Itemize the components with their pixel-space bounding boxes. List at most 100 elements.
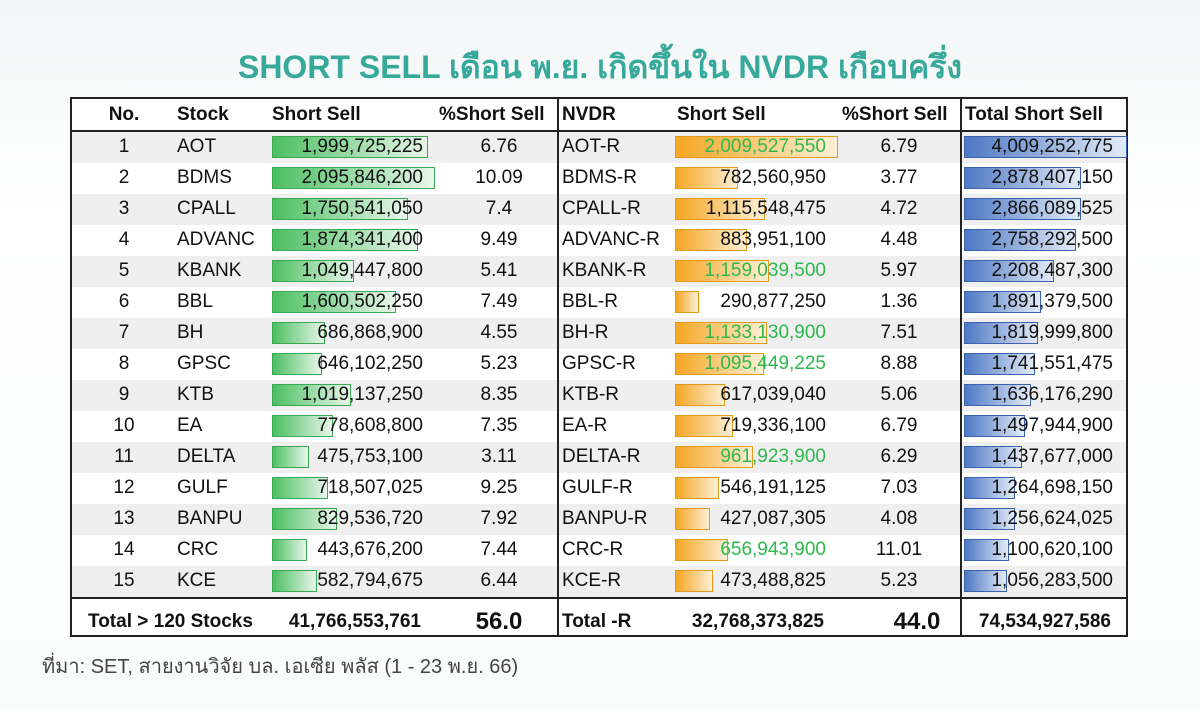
data-bar <box>675 415 734 437</box>
table: No. Stock Short Sell %Short Sell NVDR Short S… <box>70 97 1128 637</box>
data-bar <box>964 353 1035 375</box>
total-short-sell: 1,056,283,500 <box>991 570 1113 591</box>
data-bar <box>272 477 328 499</box>
total-nvdr-short-sell: 32,768,373,825 <box>691 611 824 632</box>
column-header: %Short Sell <box>439 104 545 125</box>
data-bar <box>675 539 729 561</box>
pct-short-sell: 5.23 <box>480 353 518 374</box>
divider <box>960 99 962 635</box>
nvdr: BBL-R <box>562 291 618 312</box>
nvdr: BANPU-R <box>562 508 648 529</box>
stock: ADVANC <box>177 229 255 250</box>
row-number: 15 <box>113 570 135 591</box>
nvdr-short-sell: 427,087,305 <box>720 508 826 529</box>
row-number: 14 <box>113 539 135 560</box>
total-short-sell: 1,497,944,900 <box>991 415 1113 436</box>
nvdr-pct-short-sell: 6.79 <box>880 415 918 436</box>
short-sell: 582,794,675 <box>317 570 423 591</box>
stock: CRC <box>177 539 219 560</box>
data-bar <box>964 291 1041 313</box>
data-bar <box>675 353 764 375</box>
data-bar <box>272 446 309 468</box>
nvdr-pct-short-sell: 11.01 <box>875 539 923 560</box>
total-short-sell: 1,741,551,475 <box>991 353 1113 374</box>
short-sell: 1,874,341,400 <box>301 229 423 250</box>
total-label: Total > 120 Stocks <box>88 611 253 632</box>
nvdr-short-sell: 290,877,250 <box>720 291 826 312</box>
row-band <box>72 318 1126 349</box>
data-bar <box>675 384 726 406</box>
pct-short-sell: 9.25 <box>480 477 518 498</box>
nvdr: CPALL-R <box>562 198 641 219</box>
pct-short-sell: 7.49 <box>480 291 518 312</box>
grand-total: 74,534,927,586 <box>978 611 1111 632</box>
divider <box>557 99 559 635</box>
row-number: 3 <box>118 198 130 219</box>
pct-short-sell: 4.55 <box>480 322 518 343</box>
nvdr-short-sell: 1,095,449,225 <box>704 353 826 374</box>
nvdr-short-sell: 546,191,125 <box>720 477 826 498</box>
short-sell: 646,102,250 <box>317 353 423 374</box>
nvdr-short-sell: 961,923,900 <box>720 446 826 467</box>
pct-short-sell: 6.76 <box>480 136 518 157</box>
short-sell: 1,019,137,250 <box>301 384 423 405</box>
total-short-sell: 1,819,999,800 <box>991 322 1113 343</box>
total-short-sell: 1,264,698,150 <box>991 477 1113 498</box>
nvdr-pct-short-sell: 4.08 <box>880 508 918 529</box>
data-bar <box>675 260 769 282</box>
short-sell: 2,095,846,200 <box>301 167 423 188</box>
column-header: NVDR <box>562 104 616 125</box>
nvdr-pct-short-sell: 7.51 <box>880 322 918 343</box>
nvdr-short-sell: 883,951,100 <box>720 229 826 250</box>
nvdr: CRC-R <box>562 539 624 560</box>
data-bar <box>675 198 766 220</box>
total-short-sell: 4,009,252,775 <box>991 136 1113 157</box>
row-number: 13 <box>113 508 135 529</box>
data-bar <box>272 260 354 282</box>
nvdr-short-sell: 473,488,825 <box>720 570 826 591</box>
nvdr-short-sell: 782,560,950 <box>720 167 826 188</box>
nvdr-short-sell: 1,159,039,500 <box>704 260 826 281</box>
row-band <box>72 132 1126 163</box>
nvdr-pct-short-sell: 4.72 <box>880 198 918 219</box>
header-rule <box>72 130 1126 132</box>
title: SHORT SELL เดือน พ.ย. เกิดขึ้นใน NVDR เก… <box>237 49 963 85</box>
data-bar <box>272 322 326 344</box>
pct-short-sell: 6.44 <box>480 570 518 591</box>
data-bar <box>272 384 352 406</box>
pct-short-sell: 7.4 <box>485 198 513 219</box>
nvdr-pct-short-sell: 8.88 <box>880 353 918 374</box>
data-bar <box>272 198 409 220</box>
column-header: Stock <box>177 104 229 125</box>
stock: AOT <box>177 136 217 157</box>
nvdr-pct-short-sell: 1.36 <box>880 291 918 312</box>
total-short-sell: 2,758,292,500 <box>991 229 1113 250</box>
nvdr-short-sell: 1,133,130,900 <box>704 322 826 343</box>
total-short-sell: 1,100,620,100 <box>991 539 1113 560</box>
data-bar <box>675 167 739 189</box>
nvdr: BH-R <box>562 322 609 343</box>
total-short-sell: 1,891,379,500 <box>991 291 1113 312</box>
nvdr: AOT-R <box>562 136 621 157</box>
data-bar <box>964 415 1025 437</box>
column-header: %Short Sell <box>842 104 948 125</box>
pct-short-sell: 7.44 <box>480 539 518 560</box>
pct-short-sell: 7.35 <box>480 415 518 436</box>
nvdr-pct-short-sell: 6.79 <box>880 136 918 157</box>
total-short-sell: 1,636,176,290 <box>991 384 1113 405</box>
column-header: No. <box>108 104 140 125</box>
data-bar <box>964 539 1009 561</box>
data-bar <box>272 229 418 251</box>
row-band <box>72 380 1126 411</box>
column-header: Short Sell <box>677 104 766 125</box>
nvdr: GULF-R <box>562 477 633 498</box>
data-bar <box>272 167 435 189</box>
nvdr: ADVANC-R <box>562 229 660 250</box>
pct-short-sell: 7.92 <box>480 508 518 529</box>
total-rule <box>72 597 1126 599</box>
stock: KCE <box>177 570 217 591</box>
nvdr: EA-R <box>562 415 608 436</box>
short-sell: 1,600,502,250 <box>301 291 423 312</box>
data-bar <box>675 446 754 468</box>
